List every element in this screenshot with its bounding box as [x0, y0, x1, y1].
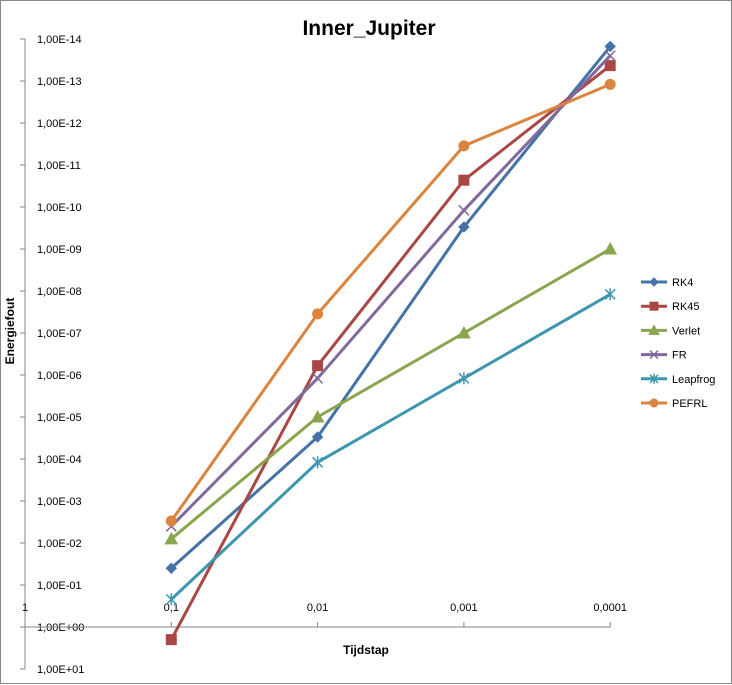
data-point-marker [604, 40, 616, 53]
legend-item: PEFRL [641, 398, 707, 410]
data-point-marker [310, 409, 325, 423]
series-lines [164, 40, 618, 646]
data-point-marker [312, 372, 324, 384]
y-tick-label: 1,00E-08 [37, 286, 82, 298]
series-line [170, 247, 611, 541]
x-tick-label: 0,01 [307, 602, 328, 614]
x-tick-label: 0,001 [450, 602, 478, 614]
data-point-marker [312, 360, 324, 372]
legend-item: RK4 [641, 277, 693, 289]
y-tick-label: 1,00E-05 [37, 412, 82, 424]
x-origin-label: 1 [22, 602, 28, 614]
data-point-marker [649, 301, 659, 311]
legend: RK4 RK45 Verlet FR Leapfrog PEFRL [641, 277, 715, 410]
y-tick-label: 1,00E-11 [37, 160, 81, 172]
legend-label: FR [672, 350, 687, 362]
data-point-marker [458, 204, 470, 216]
chart-title: Inner_Jupiter [302, 17, 435, 40]
data-point-marker [458, 174, 470, 186]
data-point-marker [312, 456, 324, 469]
data-point-marker [458, 372, 470, 385]
data-point-marker [648, 324, 660, 335]
series-verlet [164, 241, 618, 545]
data-point-marker [165, 593, 177, 606]
legend-item: Verlet [641, 324, 700, 337]
data-point-marker [458, 221, 470, 233]
data-point-marker [604, 78, 616, 90]
series-line [170, 54, 612, 528]
data-point-marker [165, 634, 177, 646]
y-tick-label: 1,00E-01 [37, 580, 82, 592]
y-tick-label: 1,00E-02 [37, 538, 82, 550]
series-line [170, 293, 611, 601]
data-point-marker [604, 50, 616, 62]
legend-label: PEFRL [672, 398, 707, 410]
data-point-marker [457, 325, 471, 339]
y-tick-label: 1,00E-14 [37, 34, 82, 46]
legend-label: RK45 [672, 301, 700, 313]
data-point-marker [165, 515, 177, 527]
legend-item: Leapfrog [641, 373, 715, 386]
series-fr [165, 50, 616, 532]
data-point-marker [311, 431, 324, 443]
x-tick-label: 0,0001 [593, 602, 627, 614]
series-line [170, 82, 611, 522]
y-tick-label: 1,00E-13 [37, 76, 82, 88]
data-point-marker [164, 531, 179, 545]
series-pefrl [165, 78, 616, 527]
x-axis-title: Tijdstap [343, 643, 389, 657]
y-tick-label: 1,00E-03 [37, 496, 82, 508]
y-tick-label: 1,00E-12 [37, 118, 82, 130]
data-point-marker [165, 562, 178, 574]
legend-item: RK45 [641, 301, 700, 313]
legend-label: RK4 [672, 277, 693, 289]
y-tick-label: 1,00E+00 [37, 622, 84, 634]
x-tick-label: 0,1 [164, 602, 179, 614]
legend-item: FR [641, 350, 687, 362]
data-point-marker [649, 277, 659, 287]
y-tick-label: 1,00E+01 [37, 664, 84, 676]
y-tick-label: 1,00E-10 [37, 202, 82, 214]
y-tick-label: 1,00E-07 [37, 328, 82, 340]
legend-label: Leapfrog [672, 374, 715, 386]
series-rk45 [165, 60, 616, 646]
y-tick-label: 1,00E-06 [37, 370, 82, 382]
series-leapfrog [165, 288, 616, 606]
data-point-marker [458, 140, 470, 152]
data-point-marker [604, 60, 616, 72]
axes: 1,00E-14 1,00E-13 1,00E-12 1,00E-11 1,00E-10… [20, 34, 627, 676]
data-point-marker [604, 288, 616, 301]
data-point-marker [649, 373, 659, 384]
data-point-marker [603, 241, 618, 255]
data-point-marker [649, 350, 659, 360]
legend-label: Verlet [672, 325, 700, 337]
y-tick-label: 1,00E-04 [37, 454, 82, 466]
y-axis-title: Energiefout [3, 298, 17, 365]
data-point-marker [312, 308, 324, 320]
data-point-marker [649, 398, 659, 408]
series-line [169, 64, 612, 641]
y-tick-label: 1,00E-09 [37, 244, 82, 256]
